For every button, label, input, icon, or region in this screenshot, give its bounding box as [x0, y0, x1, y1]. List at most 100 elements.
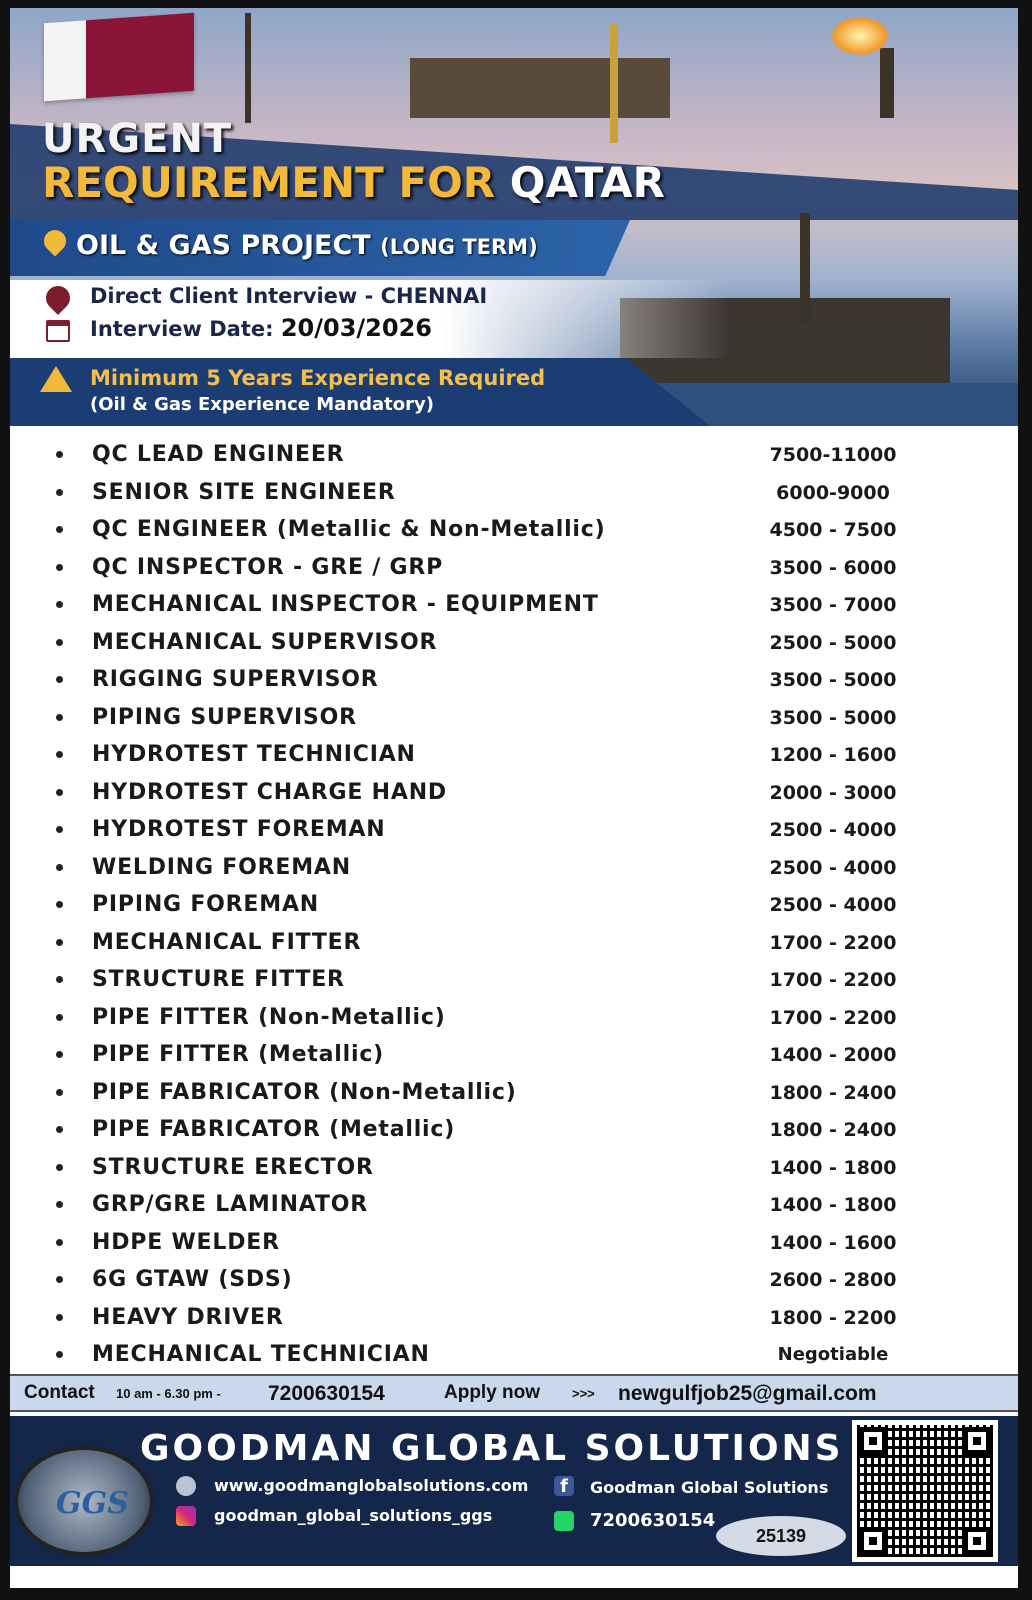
facebook-icon: f — [554, 1476, 574, 1497]
crane-icon — [245, 13, 251, 123]
job-row: PIPE FITTER (Non-Metallic) 1700 - 2200 — [10, 1001, 1018, 1037]
job-salary: 1200 - 1600 — [769, 744, 897, 766]
job-salary: 1400 - 1800 — [769, 1156, 897, 1179]
job-salary: 7500-11000 — [769, 444, 897, 466]
interview-date: Interview Date: 20/03/2026 — [90, 314, 432, 342]
logo-text: GGS — [56, 1486, 129, 1521]
headline-requirement-text: REQUIREMENT FOR — [42, 158, 510, 207]
job-title: WELDING FOREMAN — [92, 854, 351, 880]
job-title: MECHANICAL TECHNICIAN — [92, 1342, 430, 1367]
job-title: HDPE WELDER — [92, 1229, 280, 1255]
bullet-icon — [56, 451, 63, 458]
job-salary: 2600 - 2800 — [769, 1269, 897, 1291]
job-salary: 2500 - 4000 — [769, 819, 897, 841]
bullet-icon — [56, 601, 63, 608]
job-salary: 2500 - 4000 — [769, 894, 897, 916]
job-row: MECHANICAL SUPERVISOR 2500 - 5000 — [10, 626, 1018, 662]
experience-requirement: Minimum 5 Years Experience Required — [90, 366, 546, 390]
job-salary: 3500 - 7000 — [769, 594, 897, 616]
contact-label: Contact — [24, 1382, 95, 1403]
job-title: PIPING SUPERVISOR — [92, 704, 357, 730]
bullet-icon — [56, 1238, 63, 1246]
job-row: GRP/GRE LAMINATOR 1400 - 1800 — [10, 1188, 1018, 1224]
job-salary: 1700 - 2200 — [769, 1006, 897, 1029]
job-salary: Negotiable — [777, 1344, 889, 1365]
experience-band — [10, 358, 710, 426]
facebook-page[interactable]: Goodman Global Solutions — [590, 1478, 829, 1497]
company-name: GOODMAN GLOBAL SOLUTIONS — [140, 1428, 844, 1469]
job-row: HYDROTEST FOREMAN 2500 - 4000 — [10, 813, 1018, 849]
headline-urgent: URGENT — [42, 116, 233, 162]
job-title: QC LEAD ENGINEER — [92, 442, 345, 467]
job-row: PIPING SUPERVISOR 3500 - 5000 — [10, 701, 1018, 737]
job-title: HYDROTEST TECHNICIAN — [92, 742, 416, 767]
company-logo: GGS — [14, 1446, 154, 1556]
job-salary: 2500 - 4000 — [769, 856, 897, 879]
job-row: PIPE FABRICATOR (Metallic) 1800 - 2400 — [10, 1113, 1018, 1149]
job-row: QC LEAD ENGINEER 7500-11000 — [10, 438, 1018, 474]
qr-code[interactable] — [852, 1420, 998, 1562]
refinery-image — [410, 58, 670, 118]
job-row: SENIOR SITE ENGINEER 6000-9000 — [10, 476, 1018, 512]
calendar-icon — [46, 320, 70, 342]
bullet-icon — [56, 751, 63, 758]
project-title: OIL & GAS PROJECT (LONG TERM) — [76, 230, 538, 261]
flare-stack-icon — [880, 48, 894, 118]
derrick-icon — [800, 213, 810, 323]
bullet-icon — [56, 526, 63, 533]
qatar-flag-icon — [44, 12, 194, 102]
bullet-icon — [56, 1313, 63, 1321]
job-salary: 3500 - 6000 — [769, 556, 897, 579]
job-row: MECHANICAL TECHNICIAN Negotiable — [10, 1338, 1018, 1374]
bullet-icon — [56, 1013, 63, 1021]
job-list: QC LEAD ENGINEER 7500-11000 SENIOR SITE EN… — [10, 428, 1018, 1368]
job-row: 6G GTAW (SDS) 2600 - 2800 — [10, 1263, 1018, 1299]
job-title: MECHANICAL INSPECTOR - EQUIPMENT — [92, 592, 599, 617]
job-salary: 1700 - 2200 — [769, 931, 897, 954]
website-link[interactable]: www.goodmanglobalsolutions.com — [214, 1476, 529, 1495]
apply-now-label: Apply now — [444, 1382, 541, 1403]
job-title: MECHANICAL SUPERVISOR — [92, 629, 438, 655]
bullet-icon — [56, 938, 63, 946]
job-salary: 4500 - 7500 — [769, 519, 897, 541]
crane-icon — [610, 23, 618, 143]
job-title: MECHANICAL FITTER — [92, 929, 362, 955]
reference-number: 25139 — [716, 1516, 846, 1556]
bullet-icon — [56, 676, 63, 683]
job-salary: 1400 - 2000 — [769, 1044, 897, 1066]
globe-icon — [176, 1476, 196, 1496]
job-row: QC INSPECTOR - GRE / GRP 3500 - 6000 — [10, 551, 1018, 587]
job-title: STRUCTURE FITTER — [92, 967, 345, 992]
job-salary: 1400 - 1600 — [769, 1231, 897, 1254]
job-salary: 1800 - 2200 — [769, 1306, 897, 1329]
contact-hours: 10 am - 6.30 pm - — [116, 1386, 221, 1401]
headline-requirement: REQUIREMENT FOR QATAR — [42, 158, 665, 207]
contact-email[interactable]: newgulfjob25@gmail.com — [618, 1382, 877, 1405]
instagram-handle[interactable]: goodman_global_solutions_ggs — [214, 1506, 493, 1525]
job-title: PIPE FITTER (Metallic) — [92, 1042, 385, 1067]
contact-bar: Contact 10 am - 6.30 pm - 7200630154 App… — [10, 1374, 1018, 1412]
bullet-icon — [56, 1051, 63, 1058]
job-poster: URGENT REQUIREMENT FOR QATAR OIL & GAS P… — [10, 8, 1018, 1588]
bullet-icon — [56, 826, 63, 833]
job-title: GRP/GRE LAMINATOR — [92, 1192, 368, 1217]
qr-finder — [963, 1427, 991, 1455]
bullet-icon — [56, 638, 63, 646]
job-salary: 2500 - 5000 — [769, 631, 897, 654]
instagram-icon — [176, 1506, 196, 1526]
job-title: PIPING FOREMAN — [92, 892, 319, 917]
job-title: QC INSPECTOR - GRE / GRP — [92, 554, 444, 580]
hero-banner: URGENT REQUIREMENT FOR QATAR OIL & GAS P… — [10, 8, 1018, 426]
job-row: RIGGING SUPERVISOR 3500 - 5000 — [10, 663, 1018, 699]
flare-icon — [830, 16, 890, 56]
job-salary: 1700 - 2200 — [769, 969, 897, 991]
interview-date-value: 20/03/2026 — [280, 314, 432, 342]
interview-info — [10, 280, 730, 358]
contact-phone[interactable]: 7200630154 — [268, 1382, 385, 1405]
interview-date-label: Interview Date: — [90, 317, 281, 341]
job-title: HEAVY DRIVER — [92, 1304, 284, 1330]
whatsapp-number[interactable]: 7200630154 — [590, 1510, 716, 1531]
job-title: PIPE FABRICATOR (Metallic) — [92, 1117, 456, 1142]
job-title: HYDROTEST FOREMAN — [92, 817, 386, 842]
job-title: PIPE FITTER (Non-Metallic) — [92, 1004, 446, 1030]
